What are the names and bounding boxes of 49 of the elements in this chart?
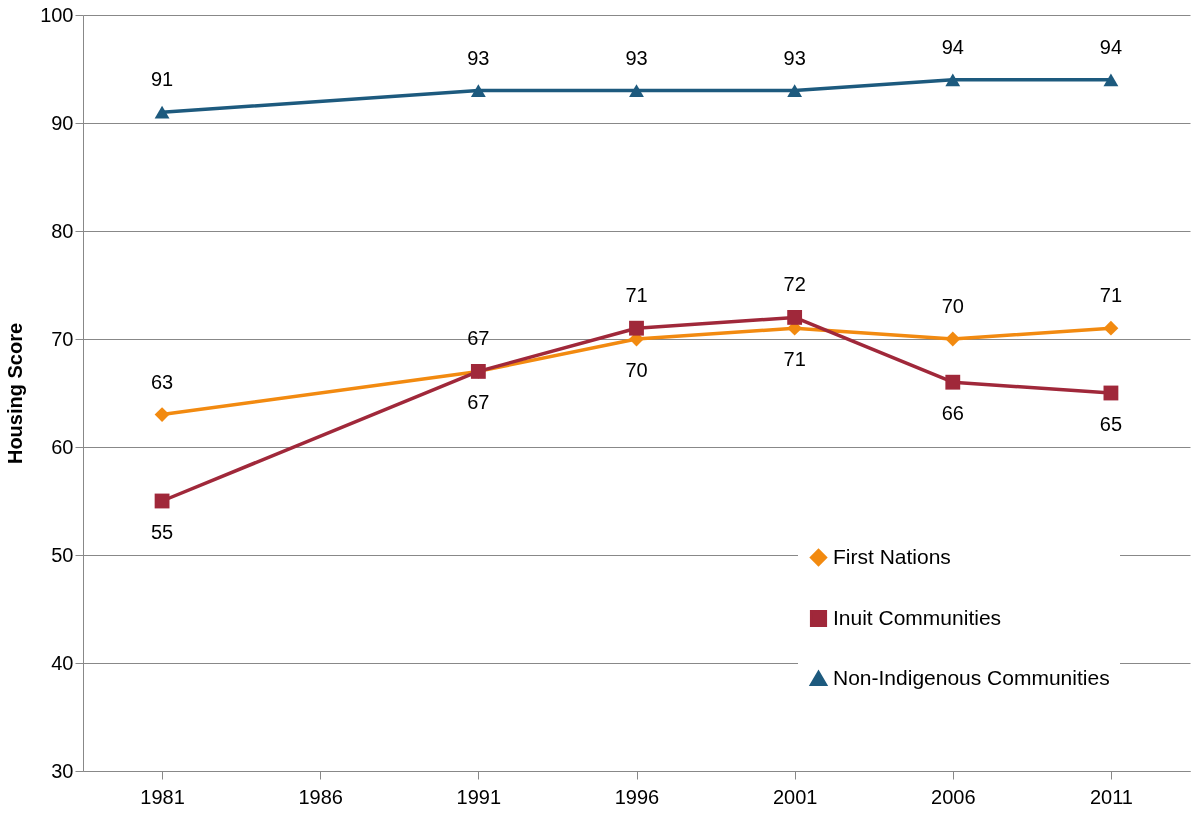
data-label: 70 — [625, 359, 648, 381]
data-label: 91 — [150, 68, 174, 91]
data-label: 63 — [150, 370, 174, 393]
data-label: 71 — [625, 284, 648, 307]
point — [1103, 73, 1119, 87]
x-tick-label: 2011 — [1089, 785, 1133, 808]
point — [470, 84, 486, 98]
data-label: 67 — [467, 391, 490, 414]
data-label: 55 — [150, 521, 174, 543]
data-label: 66 — [941, 402, 964, 425]
data-label: 93 — [783, 46, 806, 69]
point — [629, 84, 644, 98]
y-tick-label: 30 — [51, 759, 74, 782]
point — [945, 331, 961, 347]
x-tick-label: 1991 — [456, 785, 502, 808]
legend-label: First Nations — [833, 544, 951, 568]
y-tick-label: 40 — [51, 651, 74, 674]
x-tick-label: 2001 — [772, 785, 818, 808]
data-label: 71 — [1099, 284, 1123, 307]
legend-label: Non-Indigenous Communities — [833, 665, 1110, 689]
point — [787, 84, 803, 98]
x-tick-label: 1986 — [298, 785, 343, 808]
x-tick-label: 1996 — [614, 785, 660, 808]
data-label: 70 — [941, 295, 964, 317]
y-tick-label: 80 — [51, 219, 74, 242]
point — [787, 309, 803, 325]
y-axis-title: Housing Score — [4, 322, 27, 465]
point — [945, 374, 961, 390]
data-label: 72 — [783, 273, 806, 296]
data-label: 94 — [1099, 35, 1123, 58]
data-label: 67 — [467, 327, 490, 350]
x-tick-label: 1981 — [140, 785, 185, 808]
y-tick-label: 90 — [51, 111, 74, 134]
y-tick-label: 60 — [51, 435, 74, 458]
data-label: 94 — [941, 35, 964, 58]
y-tick-label: 70 — [51, 327, 74, 350]
point — [945, 73, 961, 87]
data-label: 93 — [467, 46, 490, 69]
point — [1103, 320, 1119, 336]
data-label: 93 — [625, 46, 648, 69]
point — [154, 105, 170, 119]
y-tick-label: 100 — [40, 3, 74, 26]
x-tick-label: 2006 — [931, 785, 976, 808]
point — [154, 407, 170, 423]
legend-label: Inuit Communities — [833, 605, 1002, 629]
data-label: 71 — [783, 348, 806, 371]
y-tick-label: 50 — [51, 543, 74, 566]
data-label: 65 — [1099, 413, 1123, 435]
point — [629, 320, 644, 336]
